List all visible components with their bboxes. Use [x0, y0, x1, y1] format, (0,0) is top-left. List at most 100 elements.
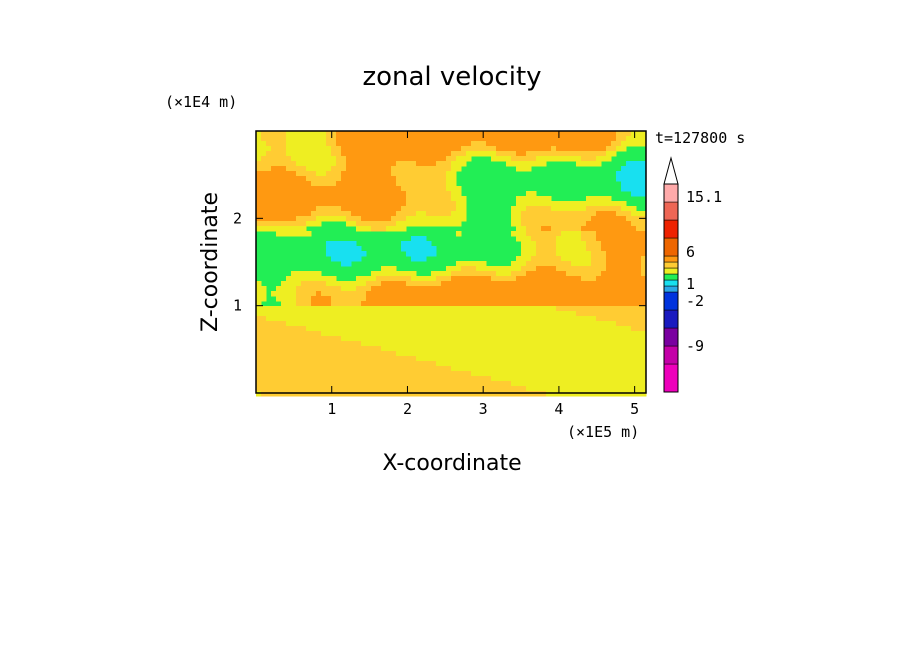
field-cell	[641, 306, 647, 312]
field-cell	[471, 271, 477, 277]
field-cell	[356, 161, 362, 167]
field-cell	[611, 381, 617, 387]
field-cell	[256, 131, 262, 137]
field-cell	[476, 316, 482, 322]
field-cell	[321, 151, 327, 157]
field-cell	[436, 336, 442, 342]
field-cell	[291, 281, 297, 287]
field-cell	[506, 136, 512, 142]
field-cell	[376, 161, 382, 167]
field-cell	[541, 371, 547, 377]
field-cell	[531, 301, 537, 307]
field-cell	[286, 311, 292, 317]
field-cell	[621, 176, 627, 182]
field-cell	[266, 146, 272, 152]
field-cell	[581, 326, 587, 332]
field-cell	[421, 156, 427, 162]
field-cell	[401, 166, 407, 172]
field-cell	[606, 351, 612, 357]
field-cell	[621, 326, 627, 332]
colorbar-label: 6	[686, 243, 695, 261]
field-cell	[631, 321, 637, 327]
field-cell	[536, 336, 542, 342]
field-cell	[426, 166, 432, 172]
field-cell	[621, 136, 627, 142]
field-cell	[531, 206, 537, 212]
field-cell	[496, 291, 502, 297]
field-cell	[261, 181, 267, 187]
field-cell	[616, 231, 622, 237]
field-cell	[256, 316, 262, 322]
field-cell	[456, 291, 462, 297]
field-cell	[521, 351, 527, 357]
field-cell	[391, 196, 397, 202]
field-cell	[641, 261, 647, 267]
field-cell	[306, 286, 312, 292]
field-cell	[511, 331, 517, 337]
field-cell	[441, 166, 447, 172]
field-cell	[281, 141, 287, 147]
field-cell	[376, 371, 382, 377]
field-cell	[401, 186, 407, 192]
field-cell	[326, 381, 332, 387]
field-cell	[596, 216, 602, 222]
field-cell	[266, 186, 272, 192]
field-cell	[586, 226, 592, 232]
field-cell	[556, 146, 562, 152]
field-cell	[621, 331, 627, 337]
field-cell	[531, 251, 537, 257]
field-cell	[411, 326, 417, 332]
field-cell	[511, 291, 517, 297]
field-cell	[551, 336, 557, 342]
field-cell	[291, 361, 297, 367]
field-cell	[321, 171, 327, 177]
field-cell	[516, 131, 522, 137]
field-cell	[421, 341, 427, 347]
field-cell	[336, 141, 342, 147]
field-cell	[411, 331, 417, 337]
field-cell	[341, 251, 347, 257]
field-cell	[276, 291, 282, 297]
field-cell	[271, 161, 277, 167]
field-cell	[576, 136, 582, 142]
field-cell	[436, 381, 442, 387]
field-cell	[441, 361, 447, 367]
field-cell	[496, 136, 502, 142]
field-cell	[491, 291, 497, 297]
field-cell	[296, 336, 302, 342]
field-cell	[451, 136, 457, 142]
field-cell	[551, 301, 557, 307]
field-cell	[391, 221, 397, 227]
field-cell	[351, 376, 357, 382]
field-cell	[541, 251, 547, 257]
field-cell	[276, 321, 282, 327]
field-cell	[536, 251, 542, 257]
field-cell	[601, 376, 607, 382]
field-cell	[256, 136, 262, 142]
field-cell	[266, 181, 272, 187]
field-cell	[611, 241, 617, 247]
field-cell	[576, 311, 582, 317]
field-cell	[271, 361, 277, 367]
field-cell	[356, 186, 362, 192]
field-cell	[571, 211, 577, 217]
field-cell	[636, 276, 642, 282]
field-cell	[291, 301, 297, 307]
field-cell	[416, 361, 422, 367]
field-cell	[301, 146, 307, 152]
field-cell	[636, 326, 642, 332]
field-cell	[396, 226, 402, 232]
field-cell	[551, 386, 557, 392]
field-cell	[641, 341, 647, 347]
field-cell	[456, 156, 462, 162]
field-cell	[401, 321, 407, 327]
field-cell	[366, 336, 372, 342]
field-cell	[461, 146, 467, 152]
field-cell	[591, 306, 597, 312]
field-cell	[551, 276, 557, 282]
field-cell	[576, 206, 582, 212]
field-cell	[276, 141, 282, 147]
field-cell	[531, 161, 537, 167]
field-cell	[586, 371, 592, 377]
